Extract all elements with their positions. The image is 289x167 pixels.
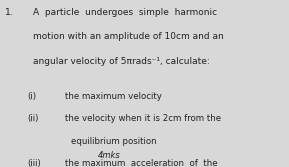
Text: the maximum  acceleration  of  the: the maximum acceleration of the bbox=[65, 159, 218, 167]
Text: angular velocity of 5πrads⁻¹, calculate:: angular velocity of 5πrads⁻¹, calculate: bbox=[33, 57, 210, 66]
Text: the maximum velocity: the maximum velocity bbox=[65, 92, 162, 101]
Text: the velocity when it is 2cm from the: the velocity when it is 2cm from the bbox=[65, 114, 221, 123]
Text: motion with an amplitude of 10cm and an: motion with an amplitude of 10cm and an bbox=[33, 32, 224, 41]
Text: (iii): (iii) bbox=[27, 159, 41, 167]
Text: (ii): (ii) bbox=[27, 114, 39, 123]
Text: (i): (i) bbox=[27, 92, 36, 101]
Text: 4mks: 4mks bbox=[98, 151, 121, 160]
Text: 1.: 1. bbox=[5, 8, 14, 17]
Text: A  particle  undergoes  simple  harmonic: A particle undergoes simple harmonic bbox=[33, 8, 217, 17]
Text: equilibrium position: equilibrium position bbox=[71, 137, 156, 146]
